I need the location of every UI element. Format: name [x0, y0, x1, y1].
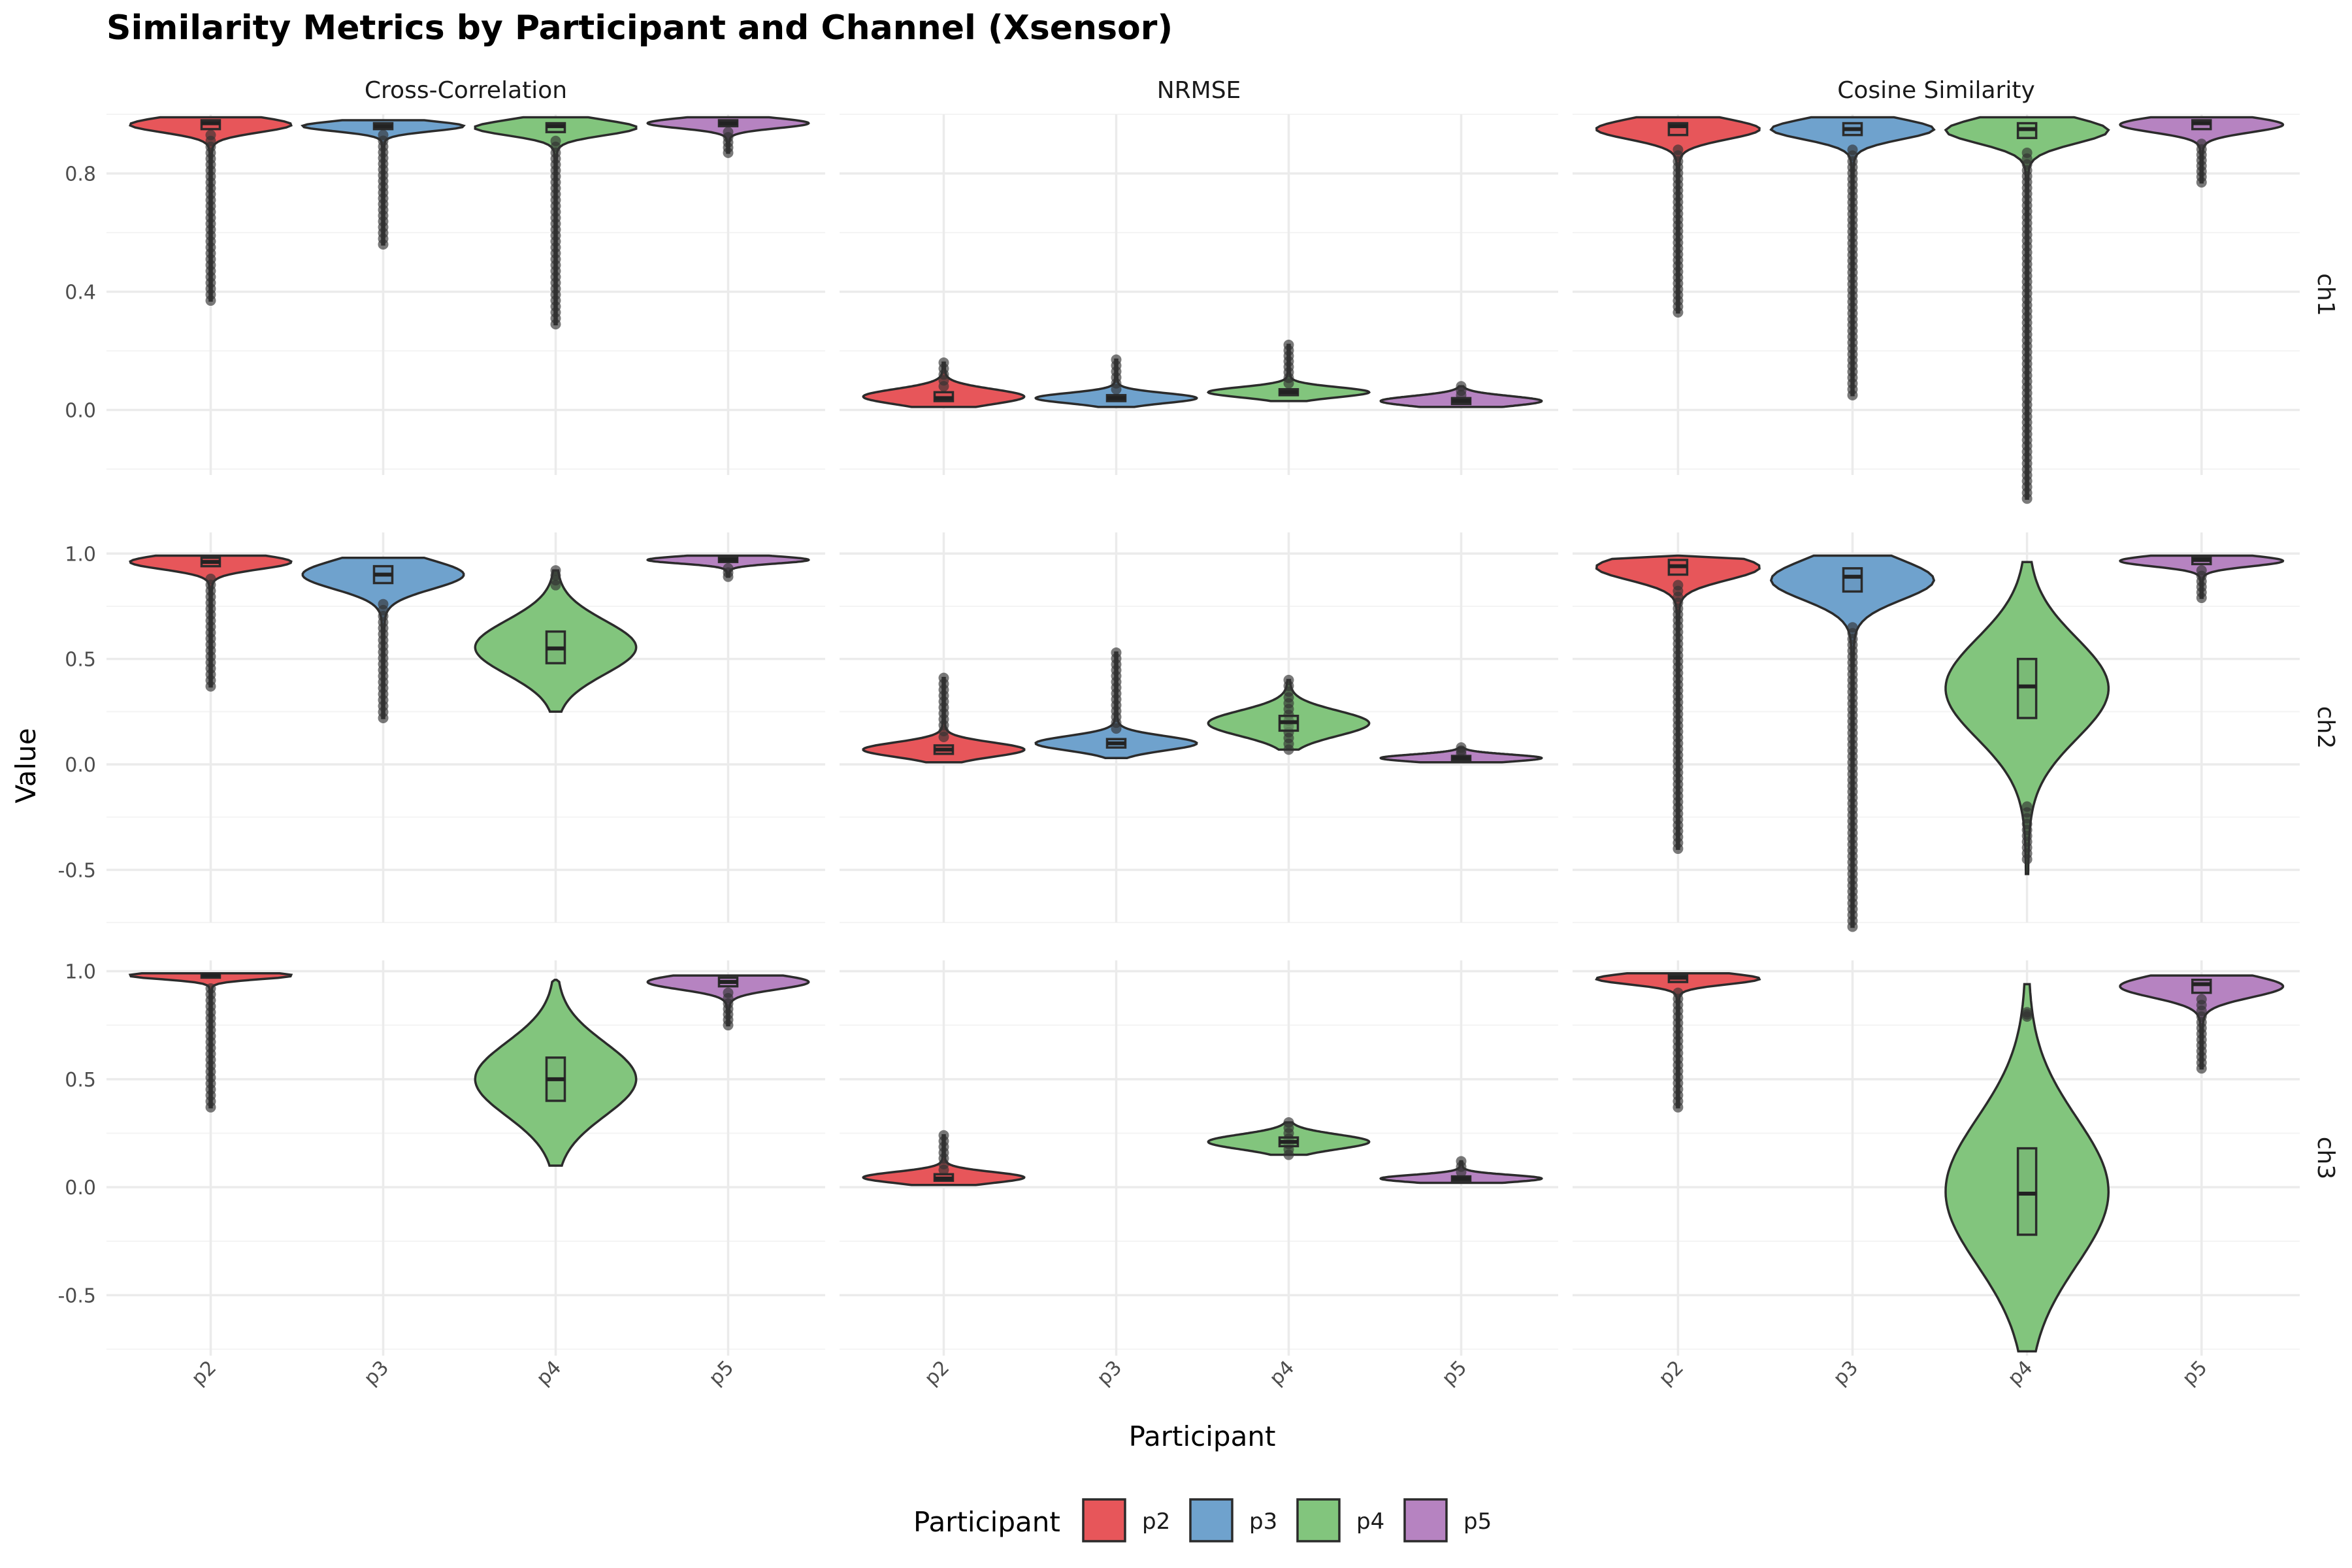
facet-strip-label: NRMSE [1157, 77, 1241, 104]
outlier-point [2021, 801, 2033, 812]
y-axis-title: Value [10, 728, 42, 803]
outlier-point [938, 357, 949, 368]
legend-label-p2: p2 [1142, 1509, 1170, 1535]
outlier-point [205, 983, 216, 994]
outlier-point [1673, 144, 1684, 155]
y-tick-label: 1.0 [65, 543, 96, 566]
outlier-point [1111, 354, 1122, 365]
legend-label-p3: p3 [1249, 1509, 1277, 1535]
y-tick-label: 1.0 [65, 961, 96, 984]
y-tick-label: 0.0 [65, 754, 96, 777]
outlier-point [378, 129, 389, 140]
outlier-point [1456, 742, 1467, 753]
legend-title: Participant [913, 1506, 1060, 1538]
y-tick-label: 0.0 [65, 399, 96, 422]
legend-label-p5: p5 [1463, 1509, 1492, 1535]
box-p4 [2016, 657, 2038, 719]
box-p3 [1842, 567, 1863, 593]
y-tick-label: 0.4 [65, 281, 96, 304]
outlier-point [205, 129, 216, 140]
outlier-point [1111, 647, 1122, 658]
outlier-point [1456, 381, 1467, 392]
facet-strip-label: Cosine Similarity [1837, 77, 2035, 104]
outlier-point [1673, 987, 1684, 998]
outlier-point [723, 127, 734, 138]
outlier-point [2021, 1007, 2033, 1018]
outlier-point [2021, 147, 2033, 158]
row-strip-label: ch1 [2312, 273, 2339, 316]
legend-key-p3 [1189, 1498, 1233, 1543]
box-p4 [2016, 1147, 2038, 1236]
y-tick-label: 0.0 [65, 1177, 96, 1200]
y-tick-label: -0.5 [57, 859, 96, 882]
outlier-point [2196, 994, 2207, 1005]
outlier-point [1283, 339, 1294, 350]
facet-strip-label: Cross-Correlation [365, 77, 567, 104]
outlier-point [550, 565, 561, 576]
legend-key-p5 [1403, 1498, 1448, 1543]
chart-title: Similarity Metrics by Participant and Ch… [106, 8, 1173, 48]
row-strip-label: ch2 [2312, 706, 2339, 749]
outlier-point [938, 672, 949, 683]
y-tick-label: 0.5 [65, 649, 96, 672]
outlier-point [1847, 622, 1858, 633]
outlier-point [205, 573, 216, 584]
outlier-point [938, 1130, 949, 1141]
outlier-point [1847, 144, 1858, 155]
legend: Participant p2 p3 p4 p5 [913, 1498, 1492, 1543]
box-p5 [2191, 979, 2212, 994]
y-tick-label: 0.5 [65, 1069, 96, 1092]
outlier-point [2196, 565, 2207, 576]
y-tick-label: -0.5 [57, 1284, 96, 1307]
outlier-point [1283, 1117, 1294, 1128]
outlier-point [378, 598, 389, 610]
outlier-point [1283, 674, 1294, 685]
outlier-point [723, 987, 734, 998]
outlier-point [2196, 139, 2207, 150]
outlier-point [723, 563, 734, 574]
legend-label-p4: p4 [1356, 1509, 1384, 1535]
outlier-point [550, 135, 561, 146]
legend-key-p4 [1296, 1498, 1341, 1543]
legend-key-p2 [1082, 1498, 1126, 1543]
y-tick-label: 0.8 [65, 163, 96, 186]
outlier-point [1456, 1156, 1467, 1167]
outlier-point [1673, 580, 1684, 591]
row-strip-label: ch3 [2312, 1137, 2339, 1180]
x-axis-title: Participant [1129, 1420, 1276, 1452]
